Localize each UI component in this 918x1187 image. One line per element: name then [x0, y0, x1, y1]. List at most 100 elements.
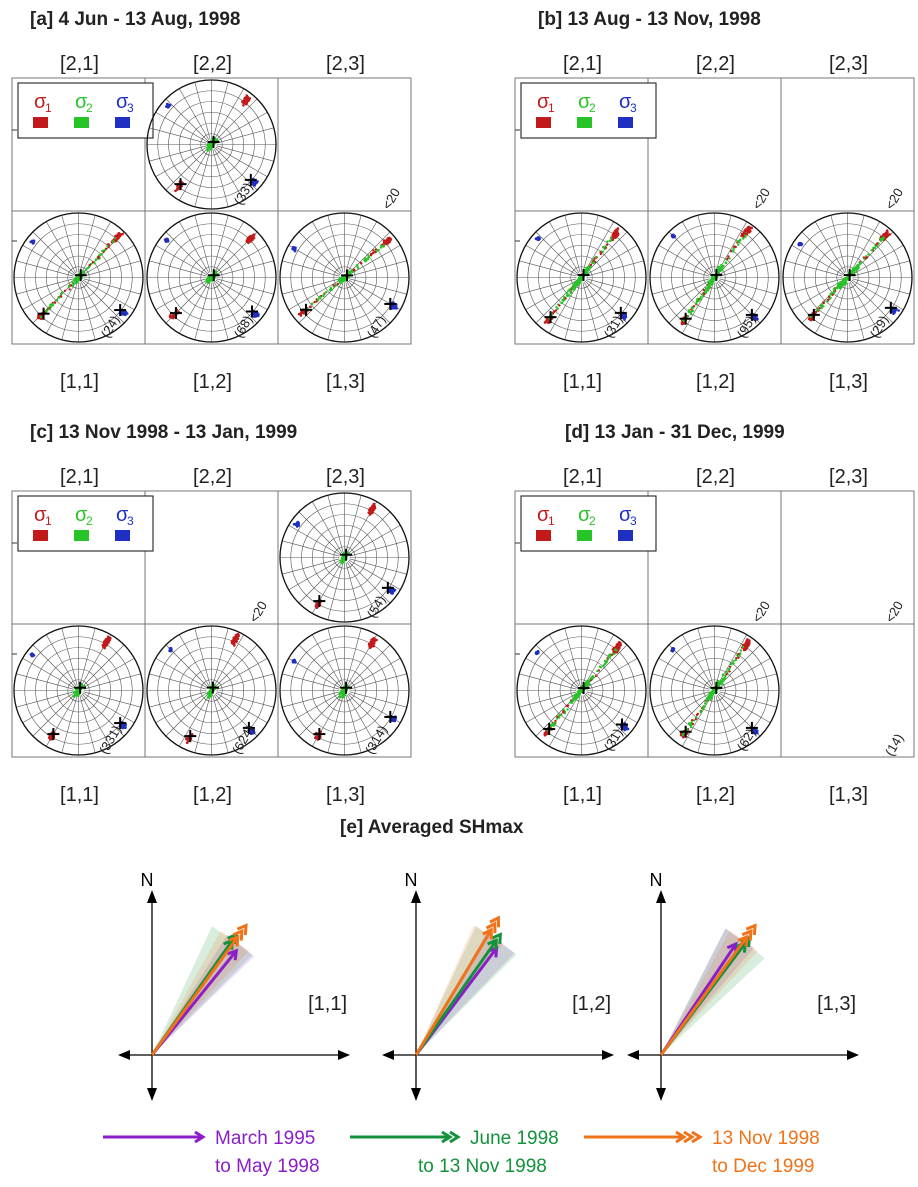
panel-0-cell-3-grid-spoke [32, 231, 76, 275]
panel-2-cell-3-grid-spoke [22, 657, 75, 689]
panel-2: [2,1] [2,2] [2,3][1,1] [1,2] [1,3]σ1 σ2 σ3<20(… [11, 466, 412, 806]
legend-box [520, 82, 657, 139]
panel-2-cell-3-grid-spoke [32, 644, 76, 688]
panel-2-cell-4-sigma2-point [207, 690, 211, 694]
legend-line1: 13 Nov 1998 [712, 1128, 820, 1149]
panel-2-cell-4-sigma3-point [251, 728, 255, 731]
panel-2-cell-4-grid-spoke [155, 657, 208, 689]
panel-3-cell-4-streak-point [687, 722, 691, 725]
panel-3-cell-4-grid-spoke [718, 657, 771, 689]
panel-1-cell-3-sigma1-point [611, 234, 614, 237]
panel-1-cell-3-grid-spoke [548, 221, 580, 274]
panel-2-cell-3-grid-spoke [22, 692, 75, 724]
panel-0-cell-4-grid-spoke [216, 260, 274, 277]
panel-1-cell-3-sigma3-point [536, 236, 539, 240]
panel-0-bottom-label: [1,2] [193, 371, 232, 393]
panel-2-cell-2-sigma1-point [372, 502, 376, 506]
panel-0-cell-3-streak-point [49, 308, 52, 311]
panel-0-cell-5-streak-point [330, 288, 334, 291]
panel-0-cell-1-rim [146, 79, 277, 210]
panel-2-cell-2-grid-spoke [348, 559, 401, 591]
panel-3-cell-3-streak-point [607, 657, 610, 660]
panel-0-cell-4-grid-spoke [155, 244, 208, 276]
panel-3-cell-3-grid-spoke [535, 644, 579, 688]
panel-0-cell-4-sigma2-point [208, 277, 212, 281]
panel-3-cell-4-grid-spoke [718, 692, 771, 724]
panel-2-cell-2-grid-spoke [311, 501, 343, 554]
panel-1-cell-3-streak-point [589, 263, 593, 266]
legend-swatch [577, 530, 592, 541]
panel-0-cell-1-grid [147, 80, 276, 209]
panel-2-cell-5-grid-spoke [298, 693, 342, 737]
axis-arrow-right [602, 1050, 614, 1060]
shmax-arrowhead-purple [226, 948, 239, 961]
panel-1-cell-5-sigma2-point [855, 268, 859, 271]
panel-3-cell-3-grid-spoke [585, 692, 638, 724]
plot-position-label: [1,3] [817, 993, 856, 1015]
panel-0-cell-1-sigma1-point [244, 96, 247, 99]
panel-1-cell-5-grid-spoke [801, 231, 845, 275]
panel-0-cell-3-streak-point [114, 237, 117, 240]
panel-0-cell-1-grid-spoke [214, 98, 258, 142]
panel-3-cell-3-sigma3-point [625, 727, 628, 730]
panel-2-cell-2-sigma3-point [391, 592, 394, 595]
panel-0-cell-3-streak-point [49, 304, 53, 307]
panel-3-cell-4-grid-spoke [716, 634, 748, 687]
panel-2-top-label: [2,3] [326, 466, 365, 488]
panel-3-cell-4-streak-point [734, 658, 737, 662]
panel-1-cell-4-grid-spoke [697, 282, 714, 340]
panel-1-cell-5-grid-spoke [791, 244, 844, 276]
panel-2-cell-3-grid [14, 626, 143, 755]
panel-3-cell-4-streak-point [728, 670, 731, 673]
panel-3-cell-4-streak-point [735, 657, 738, 660]
panel-1-cell-5-rim [782, 212, 913, 343]
panel-1-cell-4-streak-point [732, 250, 735, 253]
panel-0-cell-1-grid-spoke [194, 149, 211, 207]
panel-1-top-label: [2,2] [696, 53, 735, 75]
panel-1-cell-4-sigma3-point [754, 317, 757, 320]
panel-3-cell-4-streak-point [726, 670, 729, 673]
panel-3-cell-4-grid-spoke [652, 673, 710, 690]
panel-3-cell-3-streak-point [552, 722, 555, 725]
north-label: N [141, 870, 154, 890]
panel-1-cell-4-streak-point [701, 293, 704, 296]
panel-2-cell-3-sigma3-point [31, 653, 35, 657]
panel-0-cell-5-sigma2-point [338, 278, 342, 281]
panel-1-cell-4-grid-spoke [697, 215, 714, 273]
panel-1-cell-4-streak-point [690, 306, 693, 310]
panel-1-cell-5-grid-spoke [852, 260, 910, 277]
panel-1-cell-3-grid-spoke [585, 279, 638, 311]
shmax-arrow-orange [150, 936, 240, 1056]
panel-3-cell-3-grid-spoke [525, 692, 578, 724]
averaged-plot-1: N [1,2] [382, 870, 614, 1101]
legend-swatch [33, 117, 48, 128]
panel-3-cell-3-grid-spoke [519, 691, 577, 708]
cell-count-label: (14) [882, 731, 907, 759]
legend-sigma-symbol: σ [537, 504, 550, 526]
panel-2-cell-2-grid-spoke [349, 558, 407, 575]
panel-1-cell-4-grid-spoke [718, 279, 771, 311]
panel-1-cell-4-streak-point [733, 245, 736, 248]
panel-1-cell-3-grid-spoke [525, 244, 578, 276]
panel-1-cell-4-grid-spoke [681, 221, 713, 274]
panel-0-cell-4-grid-spoke [212, 215, 229, 273]
panel-1-cell-5-grid-spoke [830, 282, 847, 340]
panel-2-cell-5-grid-spoke [349, 691, 407, 708]
panel-0-cell-4-grid-spoke [194, 282, 211, 340]
panel-1-cell-4-streak-point [732, 248, 735, 251]
panel-2-cell-4-sigma1-point [234, 638, 238, 641]
panel-0-top-label: [2,2] [193, 53, 232, 75]
shmax-arrowhead-orange [741, 928, 753, 941]
panel-0-cell-1-grid-spoke [155, 111, 208, 143]
panel-3-cell-3-sigma3-point [537, 651, 540, 655]
panel-0-cell-5-streak-point [328, 288, 332, 291]
panel-2-cell-3-grid-spoke [79, 628, 96, 686]
panel-1-cell-4-sigma2-point [704, 290, 708, 293]
panel-2-cell-4-grid-spoke [149, 673, 207, 690]
panel-1-cell-3-streak-point [554, 309, 558, 312]
cell-count-label: <20 [882, 185, 906, 212]
legend-box [17, 82, 154, 139]
panel-2-cell-3-grid-spoke [45, 634, 77, 687]
panel-0-cell-5-streak-point [372, 249, 375, 252]
panel-1-cell-4-sigma2-point [717, 265, 721, 269]
